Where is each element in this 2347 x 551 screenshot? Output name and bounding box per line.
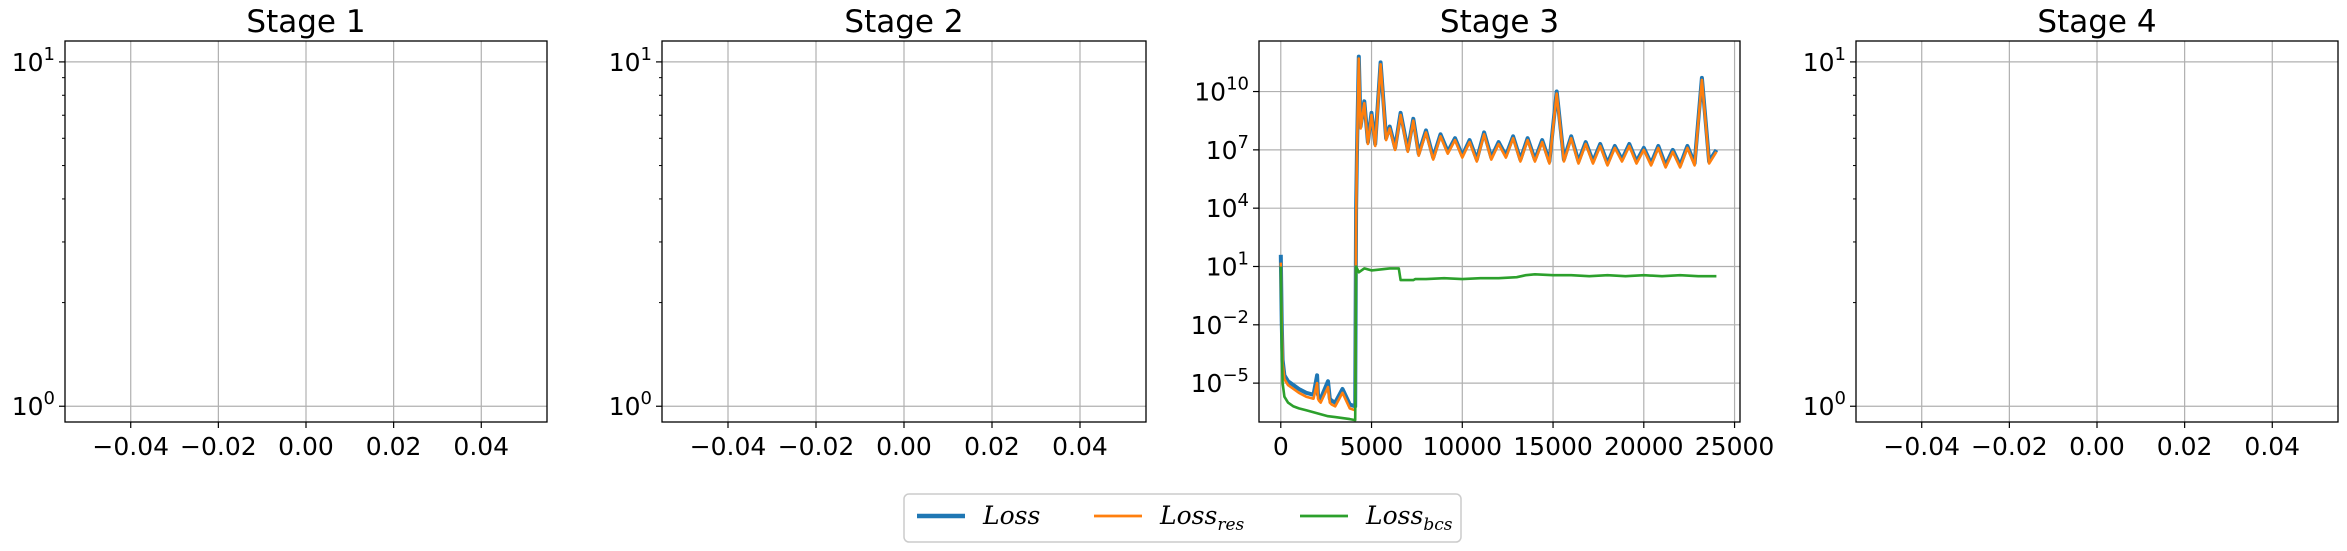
panel-title: Stage 4	[2037, 4, 2156, 40]
plot-frame	[661, 40, 1147, 423]
legend-box	[903, 493, 1462, 543]
y-tick-label: 101	[1206, 248, 1249, 281]
legend-item: Lossbcs	[1300, 501, 1453, 535]
legend: Loss Lossres Lossbcs	[903, 493, 1462, 543]
x-tick-label: 10000	[1423, 432, 1503, 461]
x-tick-label: 0.00	[278, 432, 334, 461]
series-line-loss-res	[1279, 57, 1718, 412]
x-tick-label: 0.00	[876, 432, 932, 461]
panel-stage-1: −0.04 −0.02 0.00 0.02 0.04 100 101 Stage 1	[12, 4, 548, 461]
y-tick-label: 10−2	[1191, 307, 1249, 340]
y-tick-label: 101	[609, 44, 652, 77]
panel-title: Stage 1	[246, 4, 365, 40]
x-tick-label: 0.02	[2157, 432, 2213, 461]
panel-title: Stage 3	[1440, 4, 1559, 40]
x-tick-label: 15000	[1513, 432, 1593, 461]
x-tick-label: −0.02	[180, 432, 257, 461]
x-tick-label: 0.04	[453, 432, 509, 461]
legend-label: Lossres	[1159, 501, 1244, 535]
series-line-loss	[1278, 54, 1719, 409]
panel-stage-4: −0.04 −0.02 0.00 0.02 0.04 100 101 Stage 4	[1803, 4, 2339, 461]
y-tick-label: 101	[1803, 44, 1846, 77]
plot-frame	[64, 40, 548, 423]
panel-title: Stage 2	[844, 4, 963, 40]
legend-item: Lossres	[1094, 501, 1244, 535]
x-tick-label: −0.02	[778, 432, 855, 461]
panel-stage-2: −0.04 −0.02 0.00 0.02 0.04 100 101 Stage 2	[609, 4, 1147, 461]
x-tick-label: 5000	[1340, 432, 1404, 461]
x-tick-label: 0.02	[366, 432, 422, 461]
panel-stage-3: 0 5000 10000 15000 20000 25000 10−5 10−2 101 104 1…	[1191, 4, 1775, 461]
x-tick-label: 0	[1273, 432, 1289, 461]
y-tick-label: 107	[1206, 132, 1249, 165]
y-tick-label: 104	[1206, 190, 1249, 223]
y-tick-label: 100	[609, 388, 652, 421]
x-tick-label: −0.02	[1971, 432, 2048, 461]
legend-label: Loss	[982, 501, 1040, 530]
plot-frame	[1258, 40, 1741, 423]
plot-frame	[1855, 40, 2339, 423]
x-tick-label: 0.04	[2244, 432, 2300, 461]
y-tick-label: 100	[12, 388, 55, 421]
y-tick-label: 101	[12, 44, 55, 77]
legend-label: Lossbcs	[1365, 501, 1453, 535]
x-tick-label: 0.04	[1052, 432, 1108, 461]
x-tick-label: 0.02	[964, 432, 1020, 461]
x-tick-label: −0.04	[1883, 432, 1960, 461]
legend-item: Loss	[917, 501, 1040, 530]
y-tick-label: 100	[1803, 388, 1846, 421]
x-tick-label: 0.00	[2069, 432, 2125, 461]
x-tick-label: −0.04	[92, 432, 169, 461]
x-tick-label: −0.04	[690, 432, 767, 461]
y-tick-label: 1010	[1194, 74, 1249, 107]
series-line-loss-bcs	[1279, 265, 1717, 422]
y-tick-label: 10−5	[1191, 365, 1249, 398]
x-tick-label: 20000	[1604, 432, 1684, 461]
x-tick-label: 25000	[1695, 432, 1775, 461]
